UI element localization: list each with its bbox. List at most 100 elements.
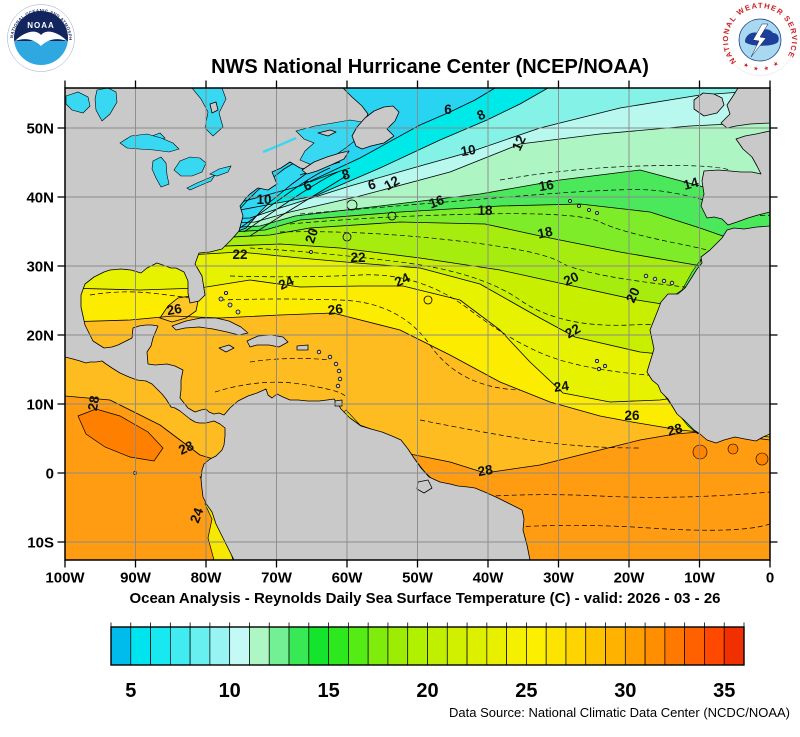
lon-axis-label: 60W bbox=[332, 570, 364, 587]
lake-superior bbox=[119, 133, 180, 153]
contour-label: 28 bbox=[176, 438, 196, 458]
noaa-seagull-icon bbox=[15, 31, 67, 46]
colorbar-cell bbox=[585, 626, 606, 666]
colorbar-cell bbox=[110, 626, 132, 666]
contour-label: 22 bbox=[232, 247, 247, 262]
contour-label: 18 bbox=[536, 224, 554, 242]
contour-label: 26 bbox=[327, 301, 344, 318]
nws-lightning-icon bbox=[750, 23, 769, 58]
colorbar-cell bbox=[466, 626, 488, 666]
lon-axis-label: 20W bbox=[614, 570, 646, 587]
nova-scotia bbox=[301, 150, 350, 175]
azores bbox=[568, 199, 599, 215]
contour-label: 16 bbox=[427, 192, 447, 211]
colorbar-tick-label: 20 bbox=[416, 680, 438, 702]
colorbar-cell bbox=[565, 626, 587, 666]
colorbar-cell bbox=[624, 626, 646, 666]
lon-axis-label: 70W bbox=[261, 570, 293, 587]
jamaica bbox=[218, 344, 235, 353]
colorbar-cell bbox=[169, 626, 191, 666]
colorbar-cell bbox=[348, 626, 369, 666]
colorbar-cell bbox=[427, 626, 448, 666]
lat-axis-label: 30N bbox=[26, 259, 54, 276]
contour-label: 24 bbox=[553, 378, 570, 395]
lake-erie bbox=[186, 174, 216, 191]
warm-spot bbox=[755, 452, 769, 466]
contour-label: 20 bbox=[623, 285, 643, 305]
lat-axis-label: 40N bbox=[26, 190, 54, 207]
nws-logo: NATIONAL WEATHER SERVICE ★ ★ ★ ★ bbox=[721, 1, 798, 76]
lat-axis-label: 0 bbox=[46, 466, 54, 483]
lon-axis-label: 10W bbox=[684, 570, 716, 587]
contour-label: 26 bbox=[166, 301, 184, 318]
lat-axis-label: 10N bbox=[26, 397, 54, 414]
contour-label: 12 bbox=[509, 133, 529, 153]
gulf-of-st-lawrence bbox=[295, 119, 367, 166]
colorbar-cell bbox=[387, 626, 409, 666]
cape-verde-islands bbox=[594, 358, 608, 372]
contour-label: 28 bbox=[85, 394, 102, 412]
americas-landmass bbox=[65, 88, 531, 560]
contour-label: 20 bbox=[302, 226, 321, 245]
contour-label: 8 bbox=[340, 166, 352, 183]
colorbar-cell bbox=[189, 626, 211, 666]
colorbar-cell bbox=[446, 626, 468, 666]
james-bay bbox=[191, 88, 227, 137]
bermuda bbox=[309, 250, 313, 254]
contour-label: 14 bbox=[682, 174, 701, 193]
colorbar-cell bbox=[545, 626, 567, 666]
puerto-rico bbox=[296, 344, 309, 351]
warm-spot bbox=[692, 444, 708, 460]
colorbar-cell bbox=[684, 626, 705, 666]
colorbar-border bbox=[110, 626, 745, 666]
landmasses bbox=[65, 88, 770, 560]
islands bbox=[133, 199, 675, 494]
colorbar-cell bbox=[704, 626, 725, 666]
newfoundland bbox=[351, 105, 400, 150]
colorbar-cell bbox=[308, 626, 329, 666]
ireland-landmass bbox=[693, 92, 725, 117]
canary-islands bbox=[643, 273, 675, 286]
colorbar-cell bbox=[605, 626, 626, 666]
colorbar-cell bbox=[229, 626, 250, 666]
colorbar-cell bbox=[506, 626, 527, 666]
anticosti-island bbox=[317, 129, 337, 137]
bahamas bbox=[218, 290, 241, 315]
colorbar-cell bbox=[526, 626, 547, 666]
contour-label: 28 bbox=[477, 462, 495, 479]
colorbar-cell bbox=[268, 626, 290, 666]
lon-axis-label: 30W bbox=[543, 570, 575, 587]
contour-label: 24 bbox=[187, 505, 206, 525]
lon-axis-label: 0 bbox=[766, 570, 774, 587]
hispaniola bbox=[246, 334, 289, 348]
colorbar-tick-label: 15 bbox=[317, 680, 339, 702]
axis-ticks bbox=[57, 80, 778, 568]
lat-axis-label: 20N bbox=[26, 328, 54, 345]
cuba bbox=[171, 317, 249, 336]
colorbar-cell bbox=[150, 626, 171, 666]
contour-label: 12 bbox=[381, 173, 402, 194]
contour-label: 18 bbox=[477, 203, 493, 218]
lake-winnipeg-west bbox=[65, 91, 91, 114]
lon-axis-label: 50W bbox=[402, 570, 434, 587]
noaa-logo-text: NOAA bbox=[27, 21, 55, 30]
inland-water bbox=[65, 88, 400, 191]
contour-label: 10 bbox=[256, 192, 271, 207]
page-title: NWS National Hurricane Center (NCEP/NOAA… bbox=[211, 56, 649, 78]
latlon-grid bbox=[65, 88, 770, 560]
lake-winnipeg bbox=[94, 88, 118, 122]
colorbar-tick-label: 5 bbox=[125, 680, 136, 702]
contour-label: 20 bbox=[561, 269, 581, 289]
colorbar-tick-label: 30 bbox=[614, 680, 636, 702]
colorbar-cell bbox=[723, 626, 745, 666]
colorbar-cell bbox=[130, 626, 151, 666]
contour-label: 24 bbox=[276, 273, 296, 293]
colorbar-cell bbox=[664, 626, 686, 666]
lon-axis-label: 90W bbox=[120, 570, 152, 587]
data-source-text: Data Source: National Climatic Data Cent… bbox=[449, 705, 790, 720]
france-iberia-landmass bbox=[700, 130, 770, 226]
contour-label: 6 bbox=[366, 176, 378, 193]
